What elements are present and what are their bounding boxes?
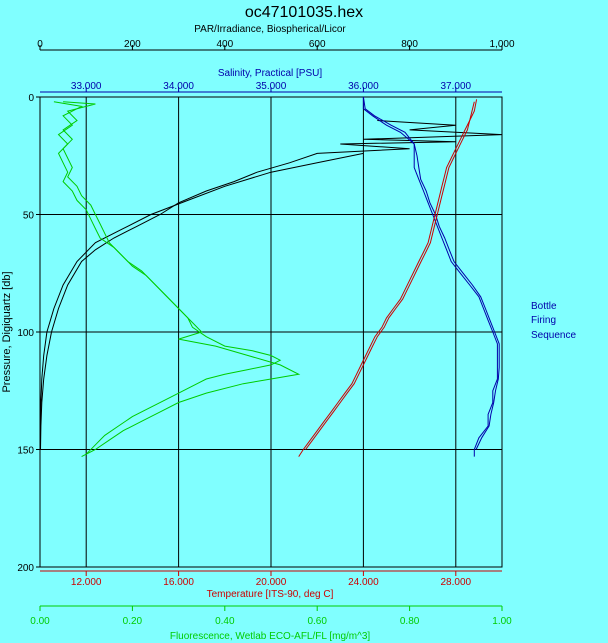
y-tick-label: 100 <box>17 328 34 339</box>
salinity-up-line <box>362 96 500 450</box>
par-tick-label: 0 <box>37 39 43 50</box>
legend-line-1: Bottle <box>531 301 557 312</box>
par-tick-label: 600 <box>309 39 326 50</box>
temperature-tick-label: 24.000 <box>348 577 379 588</box>
salinity-tick-label: 34.000 <box>163 81 194 92</box>
fluorescence-tick-label: 0.00 <box>30 616 50 627</box>
temperature-tick-label: 12.000 <box>71 577 102 588</box>
legend-line-3: Sequence <box>531 330 576 341</box>
salinity-down-line <box>362 97 498 457</box>
grid-lines <box>40 97 502 567</box>
salinity-tick-label: 33.000 <box>71 81 102 92</box>
fluorescence-tick-label: 0.60 <box>307 616 327 627</box>
fluorescence-tick-label: 1.00 <box>492 616 512 627</box>
par-tick-label: 800 <box>401 39 418 50</box>
temperature-tick-label: 16.000 <box>163 577 194 588</box>
par-irradiance-up-line <box>39 152 364 450</box>
temperature-tick-label: 28.000 <box>441 577 472 588</box>
legend-line-2: Firing <box>531 315 556 326</box>
fluorescence-tick-label: 0.80 <box>400 616 420 627</box>
par-tick-label: 1,000 <box>489 39 514 50</box>
y-axis-label: Pressure, Digiquartz [db] <box>1 271 13 392</box>
y-tick-label: 150 <box>17 446 34 457</box>
axes-group: 0 50 100 150 200 0 200 400 600 800 1,000 33.000 34.0… <box>17 39 515 627</box>
y-tick-label: 0 <box>28 93 34 104</box>
salinity-tick-label: 35.000 <box>256 81 287 92</box>
chart-title: oc47101035.hex <box>245 4 363 21</box>
temperature-up-line <box>305 99 478 450</box>
fluorescence-tick-label: 0.40 <box>215 616 235 627</box>
par-irradiance-down-line <box>40 120 503 450</box>
par-tick-label: 400 <box>216 39 233 50</box>
y-tick-label: 200 <box>17 563 34 574</box>
series-group <box>39 96 503 458</box>
salinity-tick-label: 36.000 <box>348 81 379 92</box>
y-tick-label: 50 <box>23 211 35 222</box>
salinity-tick-label: 37.000 <box>441 81 472 92</box>
salinity-axis-label: Salinity, Practical [PSU] <box>218 68 323 79</box>
fluorescence-axis-label: Fluorescence, Wetlab ECO-AFL/FL [mg/m^3] <box>170 631 371 642</box>
par-axis-label: PAR/Irradiance, Biospherical/Licor <box>194 24 346 35</box>
temperature-tick-label: 20.000 <box>256 577 287 588</box>
temperature-axis-label: Temperature [ITS-90, deg C] <box>207 589 334 600</box>
fluorescence-tick-label: 0.20 <box>123 616 143 627</box>
par-tick-label: 200 <box>124 39 141 50</box>
fluorescence-up-line <box>53 101 301 458</box>
temperature-down-line <box>298 101 475 457</box>
